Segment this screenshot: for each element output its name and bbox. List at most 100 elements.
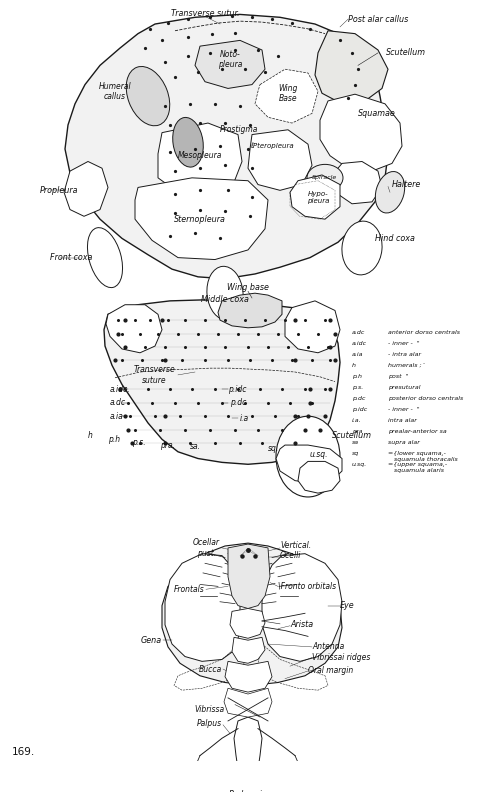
Text: h: h xyxy=(352,363,356,367)
Ellipse shape xyxy=(126,67,170,126)
Polygon shape xyxy=(255,69,318,123)
Text: Scutellum: Scutellum xyxy=(386,48,426,57)
Text: presutural: presutural xyxy=(388,385,420,390)
Text: \Fronto orbitals: \Fronto orbitals xyxy=(278,582,336,591)
Text: p.h: p.h xyxy=(352,374,362,379)
Polygon shape xyxy=(162,543,342,685)
Text: Propleura: Propleura xyxy=(40,186,78,195)
Ellipse shape xyxy=(342,221,382,275)
Text: a.ia: a.ia xyxy=(110,412,124,421)
Text: p.h: p.h xyxy=(108,435,120,444)
Text: pra: pra xyxy=(352,429,362,434)
Polygon shape xyxy=(65,14,388,279)
Text: Palpus: Palpus xyxy=(197,719,222,729)
Text: Vibrissa: Vibrissa xyxy=(195,705,225,714)
Text: humerals ;´: humerals ;´ xyxy=(388,363,425,367)
Polygon shape xyxy=(106,305,162,352)
Ellipse shape xyxy=(172,117,204,167)
Text: a.ia: a.ia xyxy=(352,352,364,357)
Text: p.idc: p.idc xyxy=(228,385,246,394)
Text: Gena: Gena xyxy=(141,636,162,645)
Text: Wing
Base: Wing Base xyxy=(278,83,297,103)
Text: pra.: pra. xyxy=(160,440,175,450)
Text: anterior dorso centrals: anterior dorso centrals xyxy=(388,329,460,335)
Polygon shape xyxy=(228,544,270,608)
Text: Proboscis: Proboscis xyxy=(229,790,267,792)
Polygon shape xyxy=(285,301,340,352)
Text: Bucca: Bucca xyxy=(199,664,222,673)
Text: sq.: sq. xyxy=(268,444,279,453)
Polygon shape xyxy=(135,178,268,260)
Text: - intra alar: - intra alar xyxy=(388,352,421,357)
Polygon shape xyxy=(225,661,272,692)
Text: u.sq.: u.sq. xyxy=(310,450,328,459)
Text: Arista: Arista xyxy=(290,620,313,630)
Text: intra alar: intra alar xyxy=(388,418,417,423)
Ellipse shape xyxy=(88,227,122,287)
Polygon shape xyxy=(248,130,312,190)
Text: p.idc: p.idc xyxy=(352,407,367,412)
Text: Spiracle: Spiracle xyxy=(312,175,338,181)
Text: Transverse
suture: Transverse suture xyxy=(133,365,175,385)
Ellipse shape xyxy=(207,266,243,320)
Text: p.s.: p.s. xyxy=(132,438,145,447)
Text: p.dc: p.dc xyxy=(230,398,246,407)
Polygon shape xyxy=(234,717,262,786)
Text: Transverse sutur.: Transverse sutur. xyxy=(171,9,239,18)
Text: supra alar: supra alar xyxy=(388,440,420,445)
Text: Squamae: Squamae xyxy=(358,109,396,118)
Text: ℓPteropleura: ℓPteropleura xyxy=(250,143,294,150)
Text: Middle coxa: Middle coxa xyxy=(201,295,249,304)
Text: sq: sq xyxy=(352,451,359,456)
Text: - inner -  ": - inner - " xyxy=(388,407,420,412)
Text: Oral margin: Oral margin xyxy=(308,666,353,676)
Text: ={upper squama,-
   squamula alaris: ={upper squama,- squamula alaris xyxy=(388,463,447,473)
Text: i.a: i.a xyxy=(240,413,249,423)
Polygon shape xyxy=(320,94,402,171)
Text: a.dc: a.dc xyxy=(110,398,126,407)
Text: a.idc.: a.idc. xyxy=(110,385,130,394)
Polygon shape xyxy=(158,123,242,197)
Ellipse shape xyxy=(276,417,340,497)
Polygon shape xyxy=(195,40,265,89)
Text: post  ": post " xyxy=(388,374,408,379)
Text: u.sq.: u.sq. xyxy=(352,463,367,467)
Polygon shape xyxy=(262,554,342,661)
Text: a.idc: a.idc xyxy=(352,341,367,346)
Text: Vibrissai ridges: Vibrissai ridges xyxy=(312,653,370,662)
Polygon shape xyxy=(64,162,108,216)
Text: a.dc: a.dc xyxy=(352,329,365,335)
Polygon shape xyxy=(298,462,340,493)
Polygon shape xyxy=(315,31,388,104)
Text: ={lower squama,-
   squamula thoracalis: ={lower squama,- squamula thoracalis xyxy=(388,451,458,462)
Text: Antenna: Antenna xyxy=(312,642,344,652)
Text: Hypo-
pleura: Hypo- pleura xyxy=(307,191,329,204)
Text: Sternopleura: Sternopleura xyxy=(174,215,226,223)
Ellipse shape xyxy=(376,172,404,213)
Polygon shape xyxy=(334,162,382,204)
Text: Haltere: Haltere xyxy=(392,180,421,189)
Text: Wing base: Wing base xyxy=(227,283,269,292)
Text: - inner -  ": - inner - " xyxy=(388,341,420,346)
Text: Vertical.: Vertical. xyxy=(280,542,311,550)
Text: 169.: 169. xyxy=(12,748,35,757)
Text: Ocellar
pust.: Ocellar pust. xyxy=(193,539,220,558)
Text: Humeral
callus: Humeral callus xyxy=(98,82,132,101)
Polygon shape xyxy=(165,554,240,661)
Text: p.dc: p.dc xyxy=(352,396,366,401)
Text: i.a.: i.a. xyxy=(352,418,362,423)
Polygon shape xyxy=(290,175,340,219)
Polygon shape xyxy=(232,638,265,663)
Text: sa.: sa. xyxy=(190,443,201,451)
Text: Prostigma: Prostigma xyxy=(220,125,258,135)
Text: posterior dorso centrals: posterior dorso centrals xyxy=(388,396,463,401)
Ellipse shape xyxy=(307,165,343,192)
Polygon shape xyxy=(276,445,342,483)
Polygon shape xyxy=(104,300,340,464)
Text: Noto-
pleura: Noto- pleura xyxy=(218,50,242,69)
Text: Ocelli: Ocelli xyxy=(280,551,301,560)
Polygon shape xyxy=(218,293,282,328)
Text: p.s.: p.s. xyxy=(352,385,363,390)
Text: Post alar callus: Post alar callus xyxy=(348,15,408,24)
Text: Front coxa: Front coxa xyxy=(50,253,92,262)
